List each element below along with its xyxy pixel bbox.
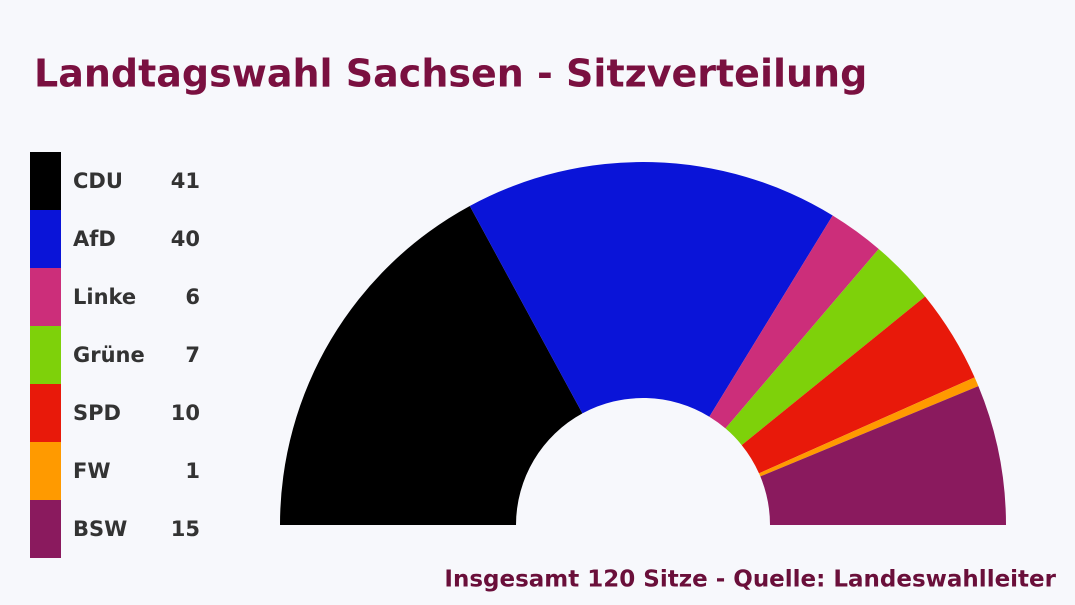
seat-wedge xyxy=(709,215,879,429)
legend-swatch xyxy=(30,152,61,210)
legend-value: 6 xyxy=(185,285,200,309)
seat-wedge xyxy=(760,386,1006,525)
legend-swatch xyxy=(30,210,61,268)
legend-label: BSW xyxy=(73,517,127,541)
legend-value: 10 xyxy=(171,401,200,425)
legend-label: CDU xyxy=(73,169,123,193)
legend-value: 15 xyxy=(171,517,200,541)
seat-wedge xyxy=(280,205,583,526)
legend-label: Grüne xyxy=(73,343,145,367)
seat-wedge xyxy=(741,296,975,474)
legend-value: 40 xyxy=(171,227,200,251)
legend-swatch xyxy=(30,384,61,442)
seat-wedge xyxy=(469,161,833,417)
seat-wedge xyxy=(759,377,979,477)
seat-wedge xyxy=(725,248,926,446)
legend-label: Linke xyxy=(73,285,136,309)
legend-value: 7 xyxy=(185,343,200,367)
legend-label: FW xyxy=(73,459,111,483)
footer: Insgesamt 120 Sitze - Quelle: Landeswahl… xyxy=(444,567,1056,593)
legend-label: SPD xyxy=(73,401,121,425)
legend-swatch xyxy=(30,442,61,500)
chart-title: Landtagswahl Sachsen - Sitzverteilung xyxy=(34,52,867,96)
legend-value: 1 xyxy=(185,459,200,483)
legend-value: 41 xyxy=(171,169,200,193)
legend-swatch xyxy=(30,500,61,558)
legend-swatch xyxy=(30,326,61,384)
legend-label: AfD xyxy=(73,227,116,251)
legend-swatch xyxy=(30,268,61,326)
